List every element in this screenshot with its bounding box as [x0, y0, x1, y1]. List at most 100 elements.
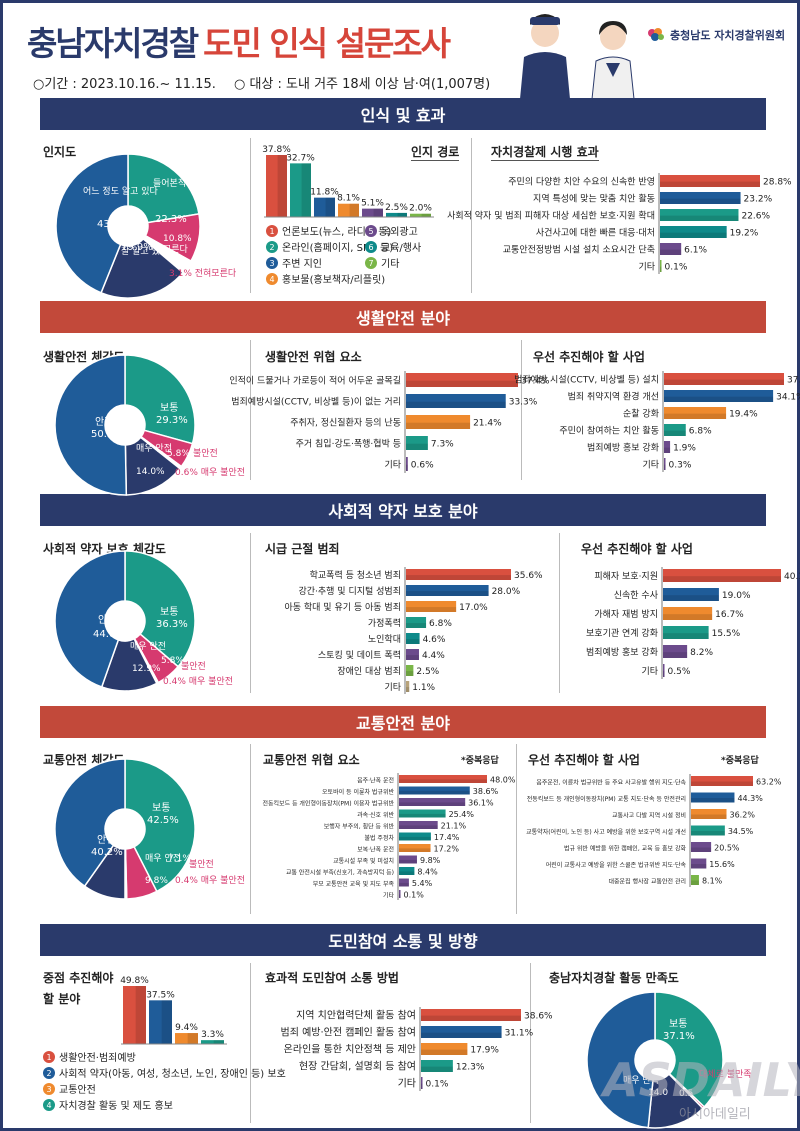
- bar-value-label: 15.6%: [709, 860, 735, 869]
- bar-shade: [406, 443, 428, 450]
- panel-title-traffic-priority: 우선 추진해야 할 사업: [528, 753, 640, 767]
- bar-category-label: 주거 침입·강도·폭행·협박 등: [296, 438, 401, 450]
- bar-value-label: 0.1%: [665, 263, 688, 273]
- bar-value-label: 8.2%: [690, 648, 713, 658]
- bar: [399, 775, 487, 783]
- panel-title-life-threat: 생활안전 위협 요소: [265, 350, 362, 364]
- bar-category-label: 신속한 수사: [614, 590, 659, 601]
- bar-value-label: 40.1%: [784, 572, 800, 582]
- pie-label: 5.8%: [167, 449, 190, 459]
- bar-value-label: 37.4%: [521, 377, 550, 387]
- legend-label: 생활안전·범죄예방: [59, 1051, 136, 1064]
- bar-category-label: 지역 특성에 맞는 맞춤 치안 활동: [533, 193, 655, 205]
- bar-category-label: 보호기관 연계 강화: [586, 627, 658, 639]
- pie-label: 19.9%: [121, 242, 153, 253]
- bar-shade: [691, 781, 753, 786]
- bar-value-label: 31.1%: [505, 1029, 534, 1039]
- panel-title-traffic-threat: 교통안전 위협 요소: [263, 753, 360, 767]
- legend-marker: [365, 225, 377, 237]
- pie-slice: [55, 153, 129, 294]
- survey-period: ○기간 : 2023.10.16.~ 11.15.: [33, 77, 216, 92]
- bar-category-label: 교통약자(어린이, 노인 등) 사고 예방을 위한 보호구역 시설 개선: [526, 828, 686, 836]
- pie-label: 29.3%: [156, 415, 188, 426]
- pie-label: 들어본적 있다: [153, 179, 206, 189]
- legend-marker: [266, 241, 278, 253]
- bar-value-label: 35.6%: [514, 571, 543, 581]
- bar-category-label: 순찰 강화: [623, 409, 659, 420]
- bar-value-label: 6.8%: [689, 427, 712, 437]
- section-band-4: 교통안전 분야: [40, 706, 766, 738]
- pie-label: 매우 안전: [145, 854, 181, 864]
- bar-value-label: 3.3%: [201, 1030, 224, 1040]
- legend-number: 4: [269, 275, 274, 284]
- bar-value-label: 1.1%: [412, 683, 435, 693]
- bar-value-label: 19.2%: [730, 229, 759, 239]
- bar: [406, 665, 414, 676]
- bar-shade: [406, 607, 457, 612]
- pie-slice: [124, 354, 196, 445]
- bar: [406, 436, 428, 450]
- bar-category-label: 전동킥보드 등 개인형이동장치(PM) 이용자 법규위반: [262, 800, 394, 808]
- logo-text: 충청남도 자치경찰위원회: [670, 29, 786, 42]
- bar-category-label: 지역 치안협력단체 활동 참여: [296, 1009, 416, 1022]
- bar: [663, 626, 709, 639]
- bar-category-label: 부모 교통안전 교육 및 지도 부족: [313, 880, 395, 888]
- bar-shade: [660, 232, 727, 238]
- bar: [691, 842, 712, 852]
- bar: [691, 875, 699, 885]
- bar-shade: [399, 836, 431, 841]
- bar-value-label: 2.5%: [385, 203, 408, 213]
- bar-shade: [691, 798, 735, 803]
- bar-category-label: 인적이 드물거나 가로등이 적어 어두운 골목길: [229, 375, 401, 387]
- bar-shade: [406, 639, 420, 644]
- legend-number: 3: [269, 259, 274, 268]
- bar: [691, 776, 753, 786]
- bar: [406, 649, 419, 660]
- bar: [314, 197, 335, 217]
- watermark: ASDAILY: [603, 1053, 800, 1107]
- bar-category-label: 피해자 보호·지원: [594, 571, 658, 582]
- bar-category-label: 과속·신호 위반: [357, 811, 394, 819]
- panel-title-focus-2: 할 분야: [43, 992, 81, 1006]
- bar: [410, 213, 431, 217]
- survey-target: ○ 대상 : 도내 거주 18세 이상 남·여(1,007명): [234, 77, 491, 92]
- bar-shade: [406, 575, 511, 580]
- pie-label: 보통: [152, 803, 171, 814]
- bar-category-label: 법규 위반 예방을 위한 캠페인, 교육 등 홍보 강화: [564, 845, 687, 853]
- pie-label: 안전: [95, 417, 114, 428]
- bar: [664, 424, 686, 436]
- bar-category-label: 스토킹 및 데이트 폭력: [318, 649, 401, 661]
- pie-label: 매우 안전: [136, 444, 172, 454]
- bar: [123, 986, 146, 1044]
- bar-value-label: 16.7%: [715, 610, 744, 620]
- bar-category-label: 기타: [398, 1078, 416, 1090]
- bar: [663, 607, 713, 620]
- bar-value-label: 33.3%: [509, 398, 538, 408]
- bar-value-label: 25.4%: [449, 810, 475, 819]
- bar: [660, 226, 727, 238]
- bar-value-label: 8.1%: [337, 194, 360, 204]
- bar-shade: [397, 212, 407, 217]
- pie-label: 44.6%: [93, 629, 125, 640]
- bar: [691, 825, 725, 836]
- bar: [406, 373, 518, 387]
- bar-value-label: 19.0%: [722, 591, 751, 601]
- bar-shade: [660, 266, 662, 272]
- bar: [406, 394, 506, 408]
- bar-value-label: 17.0%: [459, 603, 488, 613]
- bar-shade: [399, 871, 415, 875]
- pie-slice: [100, 237, 184, 299]
- bar-value-label: 5.1%: [361, 199, 384, 209]
- legend-marker: [365, 241, 377, 253]
- bar-shade: [664, 379, 784, 385]
- bar-shade: [664, 430, 686, 436]
- pie-label: 3.1% 전혀모른다: [169, 269, 237, 279]
- bar: [406, 633, 420, 644]
- bar-value-label: 6.8%: [429, 619, 452, 629]
- section-band-3: 사회적 약자 보호 분야: [40, 494, 766, 526]
- legend-marker: [43, 1083, 55, 1095]
- bar-value-label: 6.1%: [684, 246, 707, 256]
- pie-slice: [127, 153, 200, 224]
- bar: [399, 855, 417, 864]
- bar-category-label: 교통사고 다발 지역 시설 정비: [612, 812, 686, 820]
